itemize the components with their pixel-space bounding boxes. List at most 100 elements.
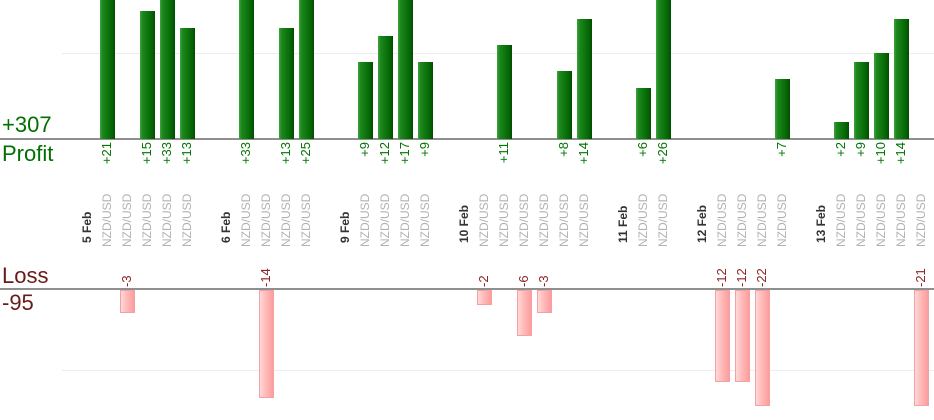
profit-value-label: +6 bbox=[635, 142, 650, 157]
symbol-label: NZD/USD bbox=[874, 193, 888, 247]
profit-bar bbox=[894, 19, 909, 139]
profit-bar bbox=[100, 0, 115, 139]
date-label: 13 Feb bbox=[814, 204, 828, 243]
loss-bar bbox=[477, 290, 492, 305]
profit-value-label: +13 bbox=[278, 142, 293, 165]
symbol-label: NZD/USD bbox=[160, 193, 174, 247]
profit-bar bbox=[874, 53, 889, 139]
loss-bar bbox=[259, 290, 274, 398]
symbol-label: NZD/USD bbox=[854, 193, 868, 247]
profit-bar bbox=[656, 0, 671, 139]
profit-value-label: +13 bbox=[179, 142, 194, 165]
symbol-label: NZD/USD bbox=[140, 193, 154, 247]
profit-value-label: +26 bbox=[655, 142, 670, 165]
loss-bar bbox=[537, 290, 552, 313]
loss-value-label: -3 bbox=[536, 275, 551, 287]
symbol-label: NZD/USD bbox=[418, 193, 432, 247]
profit-value-label: +7 bbox=[774, 142, 789, 157]
profit-bar bbox=[418, 62, 433, 139]
profit-bar bbox=[279, 28, 294, 139]
loss-bar bbox=[517, 290, 532, 336]
symbol-label: NZD/USD bbox=[914, 193, 928, 247]
symbol-label: NZD/USD bbox=[259, 193, 273, 247]
symbol-label: NZD/USD bbox=[577, 193, 591, 247]
profit-bar bbox=[557, 71, 572, 139]
loss-bar bbox=[715, 290, 730, 382]
profit-value-label: +8 bbox=[556, 142, 571, 157]
profit-value-label: +33 bbox=[159, 142, 174, 165]
profit-value-label: +2 bbox=[833, 142, 848, 157]
symbol-label: NZD/USD bbox=[497, 193, 511, 247]
loss-axis-line bbox=[0, 288, 934, 290]
symbol-label: NZD/USD bbox=[180, 193, 194, 247]
loss-value-label: -22 bbox=[754, 268, 769, 287]
profit-bar bbox=[239, 0, 254, 139]
date-label: 11 Feb bbox=[616, 205, 630, 243]
date-label: 10 Feb bbox=[457, 204, 471, 243]
loss-value-label: -3 bbox=[119, 275, 134, 287]
symbol-label: NZD/USD bbox=[775, 193, 789, 247]
symbol-label: NZD/USD bbox=[100, 193, 114, 247]
profit-bar bbox=[180, 28, 195, 139]
symbol-label: NZD/USD bbox=[517, 193, 531, 247]
symbol-label: NZD/USD bbox=[636, 193, 650, 247]
loss-total-label: -95 bbox=[2, 290, 34, 315]
profit-bar bbox=[140, 11, 155, 139]
profit-axis-label: Profit bbox=[2, 141, 54, 166]
profit-value-label: +17 bbox=[397, 142, 412, 165]
symbol-label: NZD/USD bbox=[735, 193, 749, 247]
profit-bar bbox=[636, 88, 651, 139]
loss-bar bbox=[755, 290, 770, 406]
profit-bar bbox=[577, 19, 592, 139]
profit-value-label: +21 bbox=[99, 142, 114, 165]
symbol-label: NZD/USD bbox=[299, 193, 313, 247]
loss-value-label: -12 bbox=[714, 268, 729, 287]
profit-value-label: +25 bbox=[298, 142, 313, 165]
symbol-label: NZD/USD bbox=[834, 193, 848, 247]
symbol-label: NZD/USD bbox=[894, 193, 908, 247]
loss-axis-label: Loss bbox=[2, 263, 49, 288]
symbol-label: NZD/USD bbox=[755, 193, 769, 247]
loss-value-label: -14 bbox=[258, 268, 273, 287]
symbol-label: NZD/USD bbox=[398, 193, 412, 247]
loss-value-label: -6 bbox=[516, 275, 531, 287]
symbol-label: NZD/USD bbox=[120, 193, 134, 247]
symbol-label: NZD/USD bbox=[378, 193, 392, 247]
symbol-label: NZD/USD bbox=[656, 193, 670, 247]
profit-axis-line bbox=[0, 138, 934, 140]
profit-value-label: +33 bbox=[238, 142, 253, 165]
symbol-label: NZD/USD bbox=[477, 193, 491, 247]
profit-bar bbox=[834, 122, 849, 139]
date-label: 6 Feb bbox=[219, 211, 233, 243]
profit-value-label: +9 bbox=[357, 142, 372, 157]
loss-value-label: -12 bbox=[734, 268, 749, 287]
loss-bar bbox=[914, 290, 929, 406]
symbol-label: NZD/USD bbox=[279, 193, 293, 247]
profit-bar bbox=[398, 0, 413, 139]
profit-value-label: +14 bbox=[576, 142, 591, 165]
profit-value-label: +10 bbox=[873, 142, 888, 165]
profit-bar bbox=[160, 0, 175, 139]
profit-bar bbox=[775, 79, 790, 139]
profit-bar bbox=[378, 36, 393, 139]
profit-value-label: +12 bbox=[377, 142, 392, 165]
profit-bar bbox=[854, 62, 869, 139]
symbol-label: NZD/USD bbox=[537, 193, 551, 247]
profit-value-label: +9 bbox=[853, 142, 868, 157]
profit-bar bbox=[299, 0, 314, 139]
loss-gridline bbox=[62, 370, 934, 371]
symbol-label: NZD/USD bbox=[557, 193, 571, 247]
date-label: 12 Feb bbox=[695, 204, 709, 243]
loss-value-label: -2 bbox=[476, 275, 491, 287]
profit-total-label: +307 bbox=[2, 112, 52, 137]
profit-value-label: +9 bbox=[417, 142, 432, 157]
date-label: 9 Feb bbox=[338, 211, 352, 243]
profit-value-label: +11 bbox=[496, 142, 511, 164]
loss-bar bbox=[120, 290, 135, 313]
date-label: 5 Feb bbox=[80, 211, 94, 243]
loss-bar bbox=[735, 290, 750, 382]
symbol-label: NZD/USD bbox=[239, 193, 253, 247]
profit-bar bbox=[358, 62, 373, 139]
